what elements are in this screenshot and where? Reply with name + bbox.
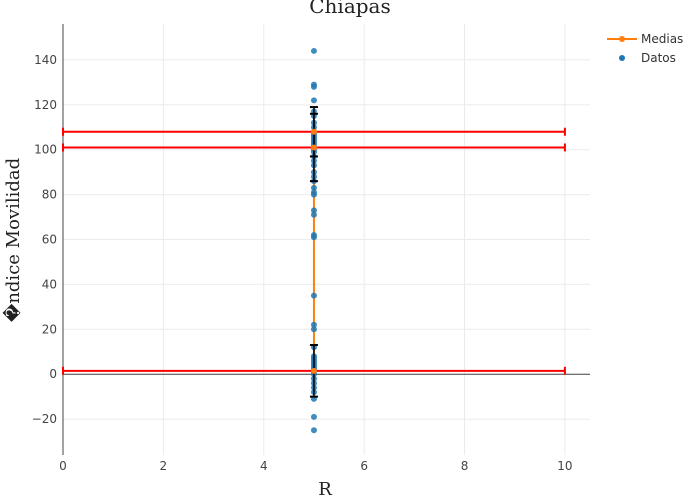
y-tick-label: 120 [34,98,57,112]
x-tick-label: 6 [360,459,368,473]
y-tick-label: 80 [42,188,57,202]
mean-point [310,128,317,135]
data-point [310,427,317,434]
data-point [310,97,317,104]
data-point [310,321,317,328]
y-tick-label: −20 [32,412,57,426]
y-tick-labels: −20 0 20 40 60 80 100 120 140 [32,53,57,426]
data-point [310,184,317,191]
data-point [310,191,317,198]
x-tick-label: 0 [59,459,67,473]
data-point [310,234,317,241]
data-point [310,47,317,54]
y-tick-label: 140 [34,53,57,67]
y-tick-label: 0 [49,367,57,381]
x-tick-label: 4 [260,459,268,473]
legend-label-medias: Medias [641,32,683,46]
data-point [310,83,317,90]
y-axis-title: �ndice Movilidad [2,158,24,322]
x-tick-label: 2 [160,459,168,473]
y-tick-label: 40 [42,277,57,291]
legend: Medias Datos [607,32,683,65]
x-axis-title: R [318,479,332,500]
data-point [310,211,317,218]
axes [62,24,590,455]
x-tick-label: 10 [557,459,572,473]
legend-label-datos: Datos [641,51,676,65]
data-point [310,207,317,214]
y-tick-label: 100 [34,143,57,157]
medias-points [310,128,317,374]
data-point [310,292,317,299]
x-tick-labels: 0 2 4 6 8 10 [59,459,572,473]
data-point [310,413,317,420]
mean-point [310,144,317,151]
gridlines [62,24,590,455]
data-point [310,326,317,333]
mean-point [310,367,317,374]
legend-item-medias[interactable]: Medias [607,32,683,46]
legend-item-datos[interactable]: Datos [619,51,676,65]
chart-title: Chiapas [309,0,391,18]
y-tick-label: 60 [42,233,57,247]
y-tick-label: 20 [42,322,57,336]
x-tick-label: 8 [461,459,469,473]
